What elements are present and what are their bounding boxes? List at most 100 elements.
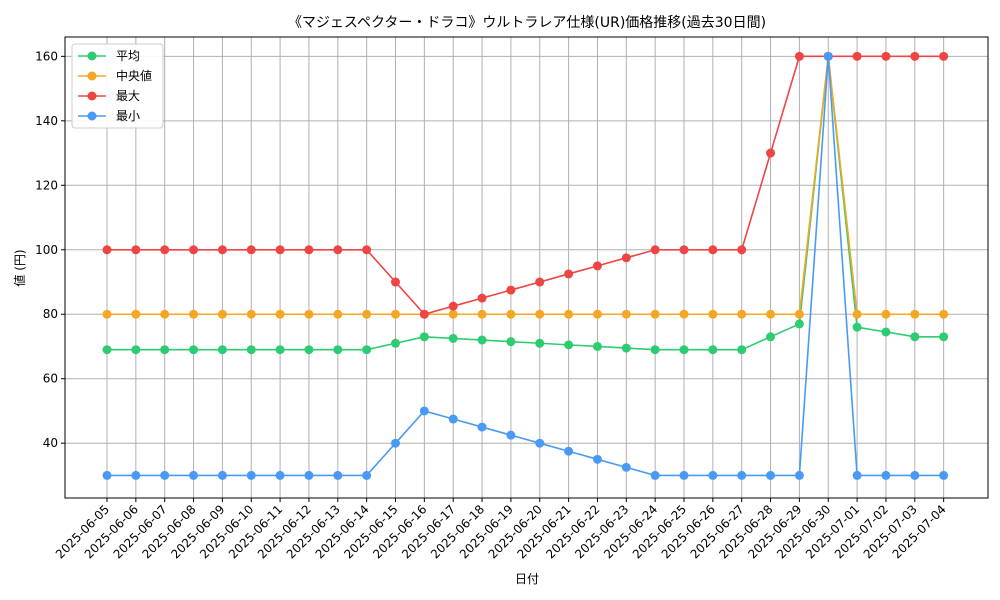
- data-point: [621, 462, 631, 472]
- data-point: [650, 470, 660, 480]
- data-point: [535, 277, 545, 287]
- legend-label: 中央値: [116, 68, 152, 83]
- data-point: [362, 309, 372, 319]
- legend-marker: [87, 111, 97, 121]
- data-point: [564, 340, 574, 350]
- data-point: [448, 301, 458, 311]
- data-point: [217, 309, 227, 319]
- data-point: [189, 309, 199, 319]
- data-point: [160, 245, 170, 255]
- data-point: [304, 470, 314, 480]
- y-axis: 40 60 80 100 120 140 160: [35, 49, 65, 450]
- data-point: [708, 345, 718, 355]
- data-point: [246, 345, 256, 355]
- data-point: [592, 341, 602, 351]
- data-point: [304, 345, 314, 355]
- data-point: [910, 309, 920, 319]
- data-point: [333, 345, 343, 355]
- y-tick-label: 100: [35, 243, 58, 257]
- series-1: [102, 51, 949, 319]
- data-point: [939, 470, 949, 480]
- data-point: [477, 309, 487, 319]
- data-point: [592, 454, 602, 464]
- data-point: [419, 406, 429, 416]
- y-axis-label: 値 (円): [12, 249, 27, 286]
- data-point: [910, 51, 920, 61]
- data-point: [102, 245, 112, 255]
- data-point: [766, 332, 776, 342]
- data-point: [102, 470, 112, 480]
- data-point: [650, 345, 660, 355]
- data-point: [333, 245, 343, 255]
- data-point: [881, 51, 891, 61]
- data-point: [131, 245, 141, 255]
- data-point: [621, 309, 631, 319]
- plot-frame: [64, 36, 989, 499]
- data-point: [737, 345, 747, 355]
- y-tick-label: 40: [43, 436, 58, 450]
- data-point: [794, 309, 804, 319]
- series-layer: [102, 51, 949, 480]
- data-point: [708, 245, 718, 255]
- data-point: [362, 470, 372, 480]
- data-point: [535, 438, 545, 448]
- data-point: [794, 319, 804, 329]
- data-point: [189, 345, 199, 355]
- legend-label: 最大: [116, 89, 140, 103]
- data-point: [304, 245, 314, 255]
- data-point: [419, 309, 429, 319]
- data-point: [102, 345, 112, 355]
- data-point: [852, 51, 862, 61]
- data-point: [621, 253, 631, 263]
- data-point: [621, 343, 631, 353]
- y-tick-label: 80: [43, 307, 58, 321]
- data-point: [564, 269, 574, 279]
- data-point: [679, 345, 689, 355]
- y-tick-label: 120: [35, 178, 58, 192]
- data-point: [448, 414, 458, 424]
- series-line: [107, 56, 944, 351]
- data-point: [650, 309, 660, 319]
- y-tick-label: 140: [35, 114, 58, 128]
- data-point: [592, 309, 602, 319]
- data-point: [246, 245, 256, 255]
- data-point: [160, 345, 170, 355]
- data-point: [679, 309, 689, 319]
- data-point: [737, 245, 747, 255]
- data-point: [852, 322, 862, 332]
- legend-label: 最小: [116, 109, 140, 123]
- data-point: [564, 309, 574, 319]
- data-point: [304, 309, 314, 319]
- data-point: [131, 470, 141, 480]
- data-point: [275, 345, 285, 355]
- data-point: [564, 446, 574, 456]
- data-point: [939, 51, 949, 61]
- data-point: [910, 470, 920, 480]
- data-point: [391, 309, 400, 319]
- data-point: [189, 470, 199, 480]
- data-point: [391, 338, 400, 348]
- data-point: [448, 309, 458, 319]
- data-point: [881, 309, 891, 319]
- data-point: [881, 470, 891, 480]
- data-point: [794, 51, 804, 61]
- data-point: [217, 245, 227, 255]
- data-point: [766, 148, 776, 158]
- legend-marker: [87, 91, 97, 101]
- data-point: [535, 309, 545, 319]
- series-line: [107, 55, 944, 316]
- series-3: [102, 51, 949, 480]
- data-point: [852, 470, 862, 480]
- data-point: [217, 470, 227, 480]
- data-point: [679, 245, 689, 255]
- legend-marker: [87, 51, 97, 61]
- data-point: [737, 309, 747, 319]
- data-point: [391, 277, 400, 287]
- data-point: [246, 309, 256, 319]
- data-point: [477, 293, 487, 303]
- x-axis-label: 日付: [515, 572, 539, 586]
- data-point: [650, 245, 660, 255]
- data-point: [939, 309, 949, 319]
